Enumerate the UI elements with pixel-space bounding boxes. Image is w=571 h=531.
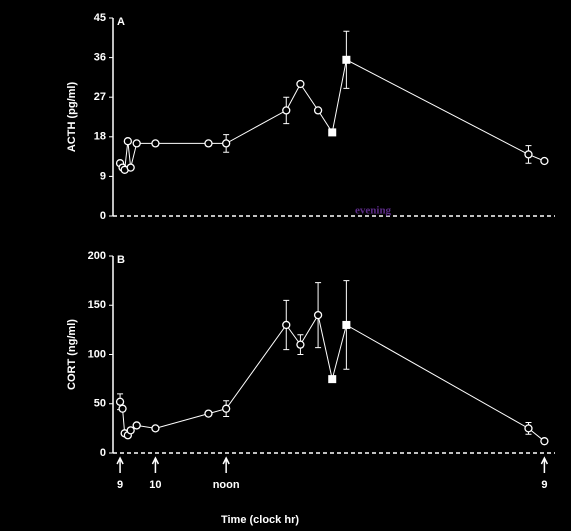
data-point [342, 55, 351, 64]
y-axis-label: CORT (ng/ml) [66, 319, 78, 390]
data-point [282, 320, 291, 330]
x-tick-label: 9 [541, 479, 547, 491]
y-tick-label: 27 [94, 91, 106, 103]
data-point [313, 106, 323, 115]
data-point [118, 404, 127, 413]
x-tick-label: 9 [117, 479, 123, 491]
data-point [126, 426, 135, 435]
data-point [540, 156, 549, 166]
y-tick-label: 50 [94, 398, 106, 410]
data-point [204, 409, 213, 418]
annotation: evening [355, 205, 392, 217]
data-point [123, 137, 133, 146]
y-tick-label: 36 [94, 52, 106, 64]
data-point [222, 404, 231, 413]
data-point [282, 106, 291, 115]
data-point [151, 424, 160, 433]
y-tick-label: 0 [100, 210, 106, 222]
data-point [313, 310, 323, 320]
y-tick-label: 150 [88, 299, 106, 311]
data-point [204, 139, 213, 148]
y-tick-label: 0 [100, 447, 106, 459]
x-tick-arrow [540, 456, 549, 473]
data-point [524, 150, 533, 159]
x-tick-label: noon [213, 479, 240, 491]
y-tick-label: 45 [94, 12, 106, 24]
data-point [126, 163, 135, 172]
data-point [132, 421, 141, 430]
panel-label: A [117, 16, 125, 28]
x-axis-label: Time (clock hr) [221, 514, 299, 526]
data-point [296, 79, 305, 89]
data-point [296, 340, 305, 349]
data-point [222, 139, 231, 148]
data-point [524, 424, 533, 433]
x-tick-arrow [222, 456, 230, 473]
x-tick-arrow [151, 456, 160, 473]
data-point [151, 139, 160, 148]
y-tick-label: 9 [100, 170, 106, 182]
y-tick-label: 18 [94, 131, 106, 143]
data-point [328, 375, 337, 384]
data-point [115, 397, 125, 406]
data-point [132, 139, 141, 148]
panel-label: B [117, 254, 125, 266]
y-tick-label: 100 [88, 348, 106, 360]
data-point [328, 128, 337, 137]
y-tick-label: 200 [88, 250, 106, 262]
data-point [540, 437, 549, 446]
x-tick-label: 10 [149, 479, 161, 491]
y-axis-label: ACTH (pg/ml) [66, 82, 78, 153]
x-tick-arrow [116, 456, 124, 473]
data-point [342, 320, 351, 329]
series-line [119, 59, 545, 171]
